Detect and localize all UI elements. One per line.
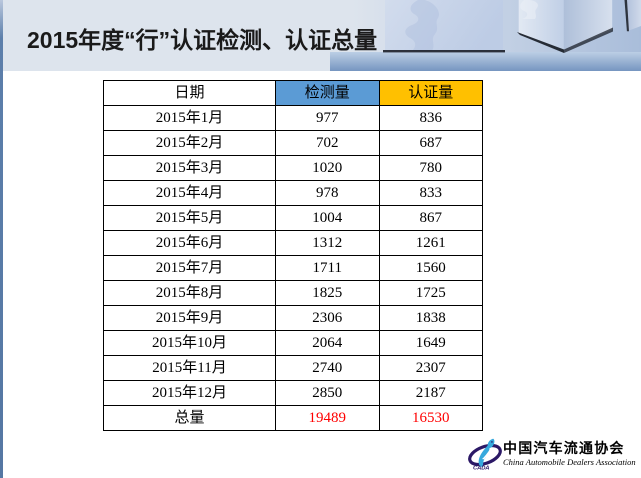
svg-text:CADA: CADA [473, 466, 489, 471]
